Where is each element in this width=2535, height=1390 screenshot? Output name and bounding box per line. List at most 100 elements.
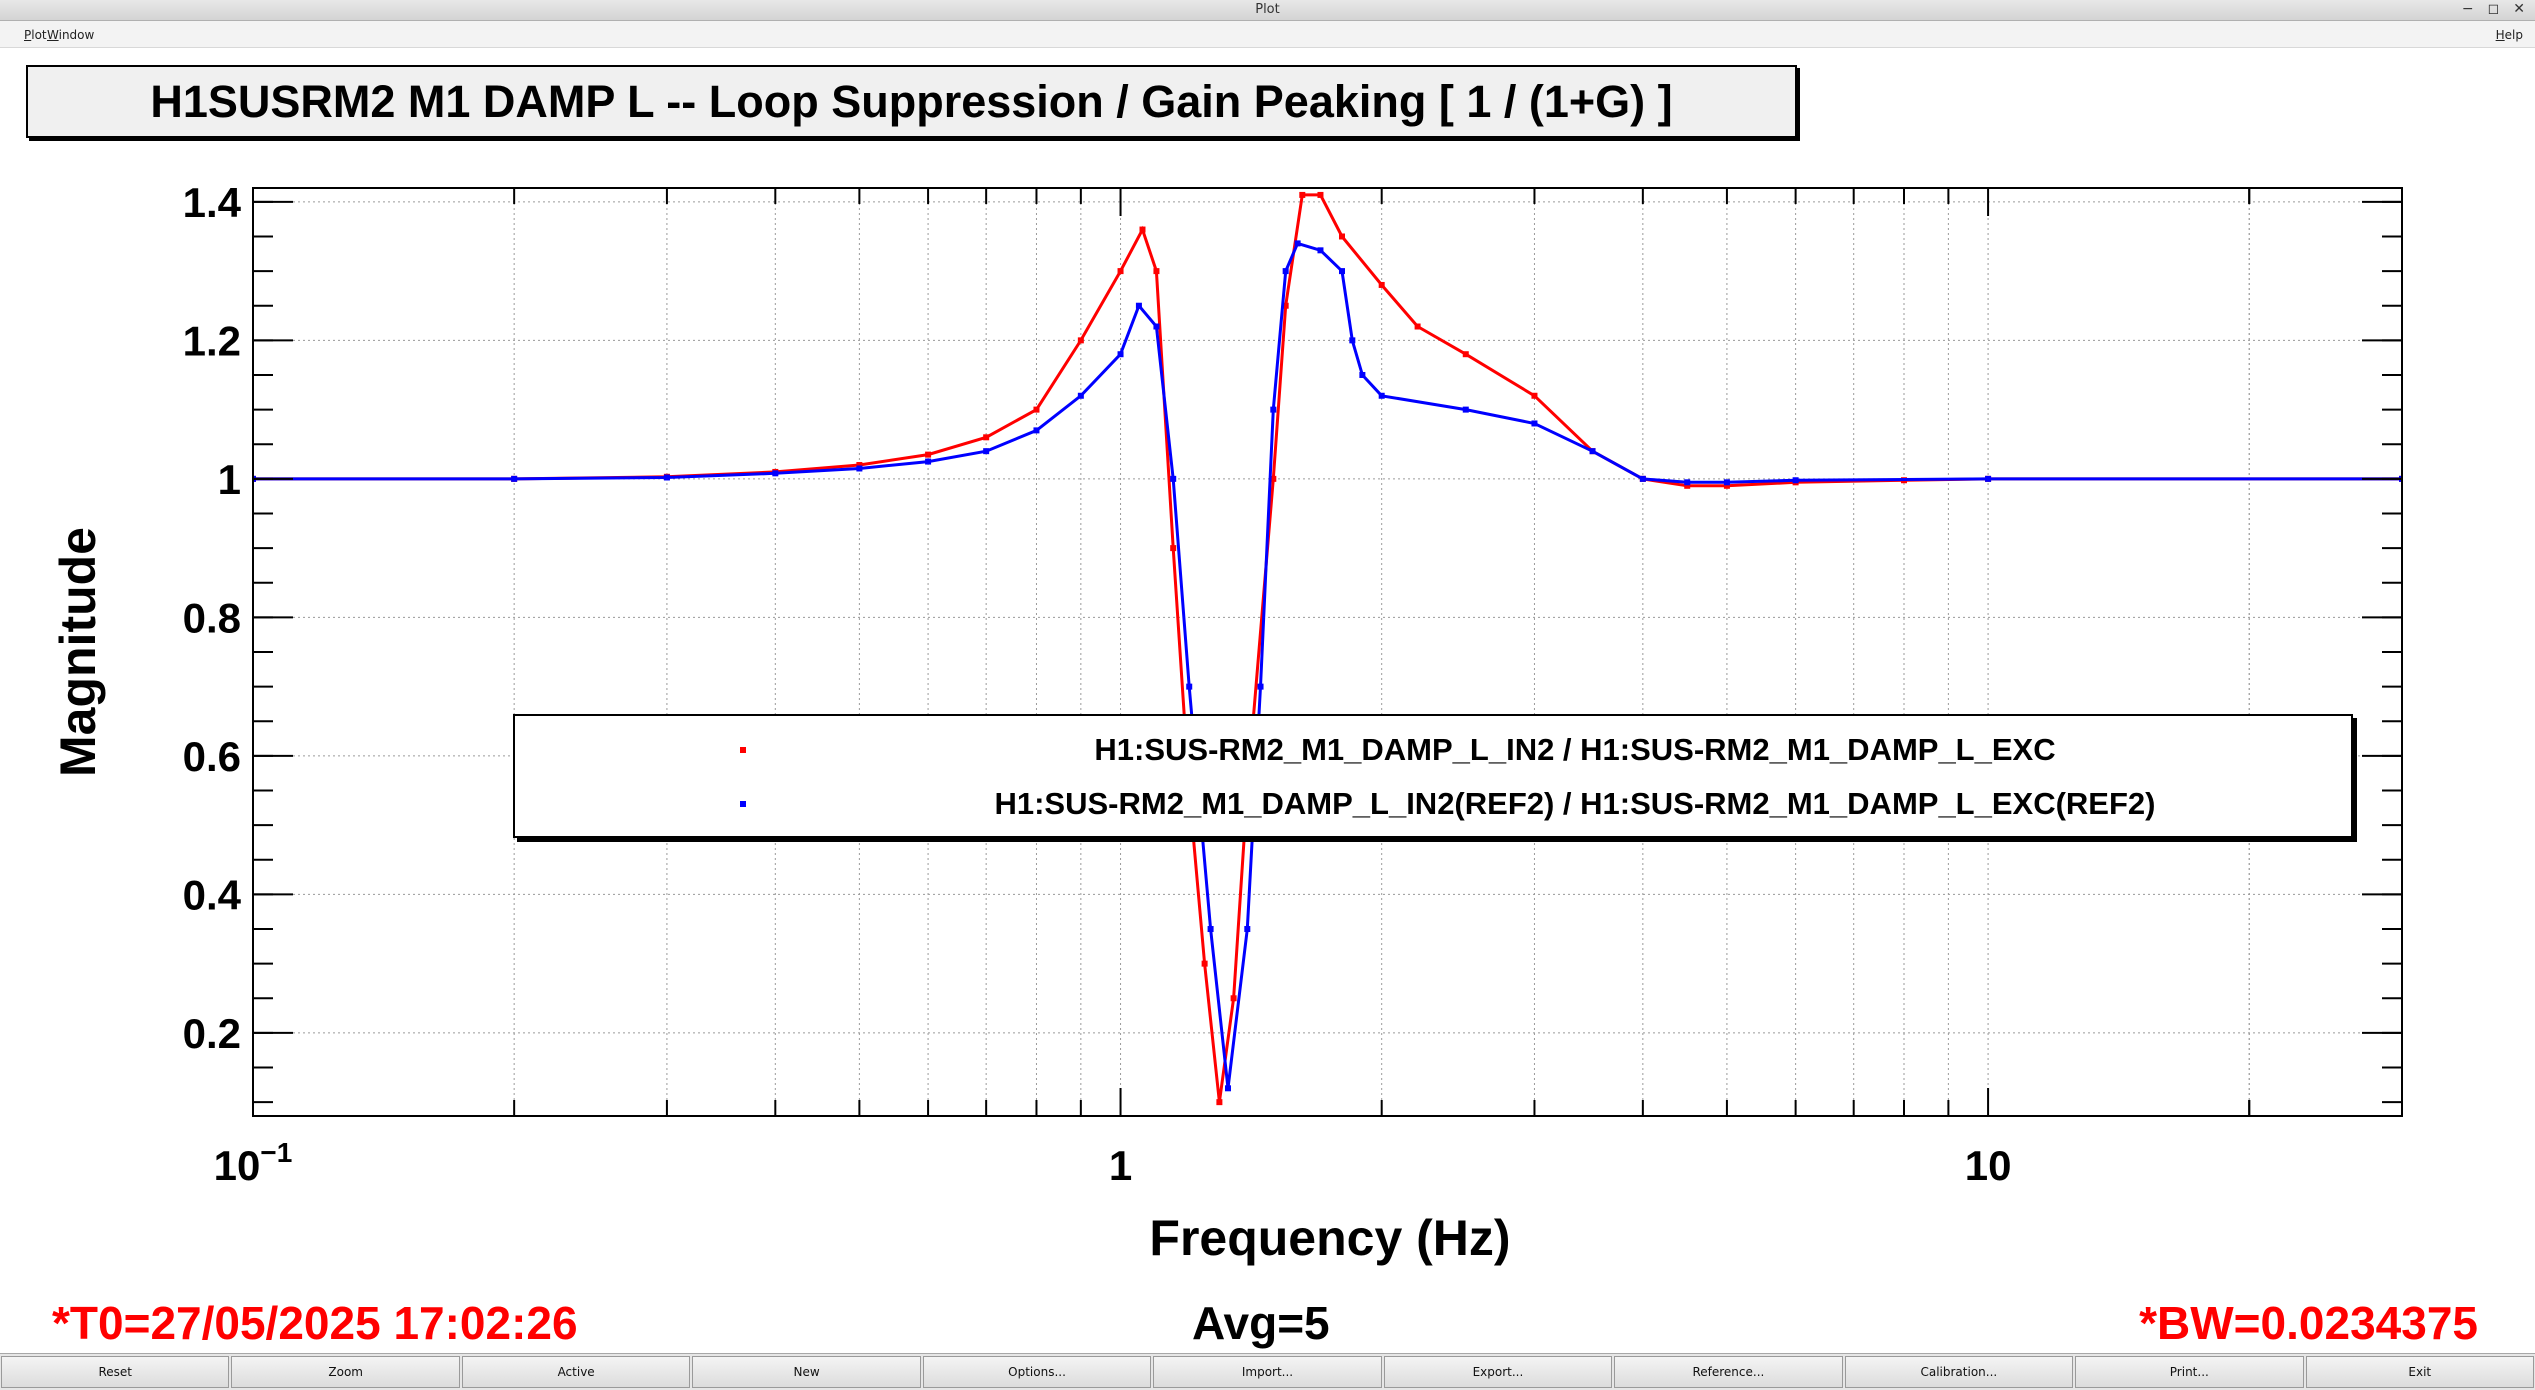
zoom-button[interactable]: Zoom (231, 1356, 460, 1388)
minimize-icon[interactable]: − (2461, 1, 2474, 17)
series-1-point (925, 451, 932, 458)
series-1-point (1723, 482, 1730, 489)
series-2-point (1792, 477, 1799, 484)
series-1-point (1117, 268, 1124, 275)
series-2-point (1294, 240, 1301, 247)
series-2-point (1270, 406, 1277, 413)
series-2-point (1462, 406, 1469, 413)
series-2-point (1257, 683, 1264, 690)
legend-entry-2: H1:SUS-RM2_M1_DAMP_L_IN2(REF2) / H1:SUS-… (515, 779, 2351, 829)
series-2-point (1077, 392, 1084, 399)
y-tick-label: 1.4 (183, 179, 242, 226)
series-2-point (1117, 351, 1124, 358)
series-1-point (1077, 337, 1084, 344)
options-button[interactable]: Options... (922, 1356, 1152, 1388)
plot-canvas[interactable] (0, 48, 2535, 1354)
series-1-point (1033, 406, 1040, 413)
menu-plot[interactable]: Plot (24, 28, 47, 42)
series-2-point (1378, 392, 1385, 399)
legend-entry-1: H1:SUS-RM2_M1_DAMP_L_IN2 / H1:SUS-RM2_M1… (515, 725, 2351, 775)
menu-window[interactable]: Window (47, 28, 95, 42)
y-tick-label: 0.8 (183, 594, 241, 641)
series-2-point (663, 474, 670, 481)
series-2-point (983, 448, 990, 455)
close-icon[interactable]: ✕ (2513, 1, 2525, 17)
series-line-2 (253, 241, 2402, 1089)
legend-label-1: H1:SUS-RM2_M1_DAMP_L_IN2 / H1:SUS-RM2_M1… (1094, 732, 2056, 767)
grid-lines (253, 188, 2403, 1116)
series-1-point (1299, 191, 1306, 198)
series-2-point (1153, 323, 1160, 330)
window-titlebar: Plot − ◻ ✕ (0, 0, 2535, 21)
series-1-point (1462, 351, 1469, 358)
maximize-icon[interactable]: ◻ (2487, 1, 2500, 17)
exit-button[interactable]: Exit (2305, 1356, 2534, 1388)
chart-curves (253, 191, 2402, 1106)
menu-bar: Plot Window Help (0, 21, 2535, 48)
y-axis-label: Magnitude (50, 527, 106, 777)
series-2-point (1723, 479, 1730, 486)
series-2-point (1684, 479, 1691, 486)
series-1-point (983, 434, 990, 441)
window-title: Plot (1255, 2, 1280, 17)
y-tick-label: 1.2 (183, 317, 241, 364)
series-2-point (1985, 475, 1992, 482)
series-2-point (1186, 683, 1193, 690)
series-2-point (925, 458, 932, 465)
legend-label-2: H1:SUS-RM2_M1_DAMP_L_IN2(REF2) / H1:SUS-… (994, 786, 2156, 821)
series-2-point (1033, 427, 1040, 434)
active-button[interactable]: Active (461, 1356, 691, 1388)
series-2-point (1639, 475, 1646, 482)
series-1-point (1282, 302, 1289, 309)
series-2-point (1224, 1085, 1231, 1092)
series-2-point (1282, 268, 1289, 275)
series-1-point (856, 462, 863, 469)
series-2-point (856, 465, 863, 472)
series-1-point (1216, 1099, 1223, 1106)
series-2-point (1207, 926, 1214, 933)
import-button[interactable]: Import... (1153, 1356, 1382, 1388)
reference-button[interactable]: Reference... (1614, 1356, 1843, 1388)
series-1-point (1414, 323, 1421, 330)
x-tick-label: 10−1 (214, 1137, 293, 1189)
series-1-point (1201, 960, 1208, 967)
average-count: Avg=5 (1192, 1297, 1330, 1349)
series-2-point (1349, 337, 1356, 344)
bandwidth-value: *BW=0.0234375 (2139, 1297, 2478, 1349)
series-2-point (772, 470, 779, 477)
print-button[interactable]: Print... (2075, 1356, 2304, 1388)
series-2-point (511, 475, 518, 482)
series-2-point (1170, 475, 1177, 482)
series-1-point (1684, 482, 1691, 489)
series-1-point (1270, 475, 1277, 482)
series-2-point (1359, 371, 1366, 378)
tick-labels: 0.2 0.4 0.6 0.8 1 1.2 1.4 10−1 1 10 (183, 179, 2012, 1189)
y-tick-label: 0.6 (183, 733, 241, 780)
series-2-point (1589, 448, 1596, 455)
plot-frame (252, 187, 2403, 1117)
series-1-point (1139, 226, 1146, 233)
x-tick-label: 10 (1965, 1142, 2012, 1189)
new-button[interactable]: New (692, 1356, 921, 1388)
series-2-point (1244, 926, 1251, 933)
legend-marker-2 (740, 801, 746, 807)
legend[interactable]: H1:SUS-RM2_M1_DAMP_L_IN2 / H1:SUS-RM2_M1… (513, 714, 2353, 838)
y-tick-label: 0.4 (183, 871, 242, 918)
reset-button[interactable]: Reset (1, 1356, 230, 1388)
series-1-point (1531, 392, 1538, 399)
t0-timestamp: *T0=27/05/2025 17:02:26 (52, 1297, 578, 1349)
x-tick-label: 1 (1109, 1142, 1132, 1189)
series-1-point (1170, 545, 1177, 552)
menu-help[interactable]: Help (2495, 28, 2523, 42)
x-axis-label: Frequency (Hz) (1149, 1210, 1510, 1266)
export-button[interactable]: Export... (1383, 1356, 1613, 1388)
plot-title: H1SUSRM2 M1 DAMP L -- Loop Suppression /… (26, 65, 1797, 138)
y-tick-label: 0.2 (183, 1010, 241, 1057)
calibration-button[interactable]: Calibration... (1844, 1356, 2074, 1388)
series-1-point (1153, 268, 1160, 275)
series-1-point (1378, 281, 1385, 288)
legend-marker-1 (740, 747, 746, 753)
series-2-point (1531, 420, 1538, 427)
series-2-point (1135, 302, 1142, 309)
